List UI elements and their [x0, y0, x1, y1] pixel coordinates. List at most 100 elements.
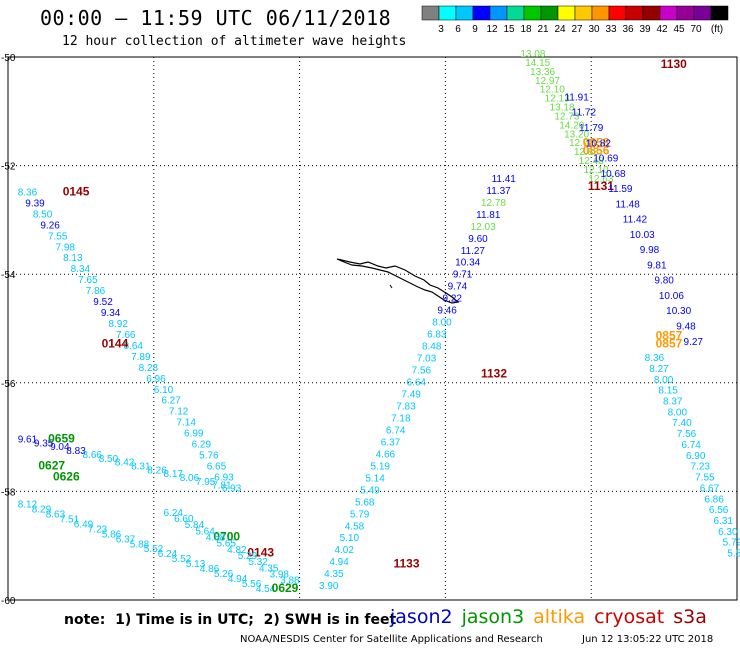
swh-value: 11.41: [492, 174, 517, 185]
swh-value: 6.27: [161, 396, 181, 407]
lon-tick-label: -30: [730, 604, 740, 605]
swh-value: 11.79: [579, 123, 604, 134]
colorbar-label: 39: [639, 24, 651, 35]
swh-value: 7.40: [672, 418, 692, 429]
pass-time-label: 0629: [272, 581, 299, 595]
colorbar-unit: (ft): [711, 24, 723, 35]
swh-value: 8.36: [18, 187, 38, 198]
swh-value: 4.02: [334, 545, 354, 556]
swh-value: 13.36: [530, 67, 555, 78]
note-text: note: 1) Time is in UTC; 2) SWH is in fe…: [64, 612, 397, 628]
swh-value: 8.50: [33, 209, 53, 220]
swh-value: 7.66: [116, 330, 136, 341]
swh-value: 8.12: [18, 500, 38, 511]
swh-value: 4.66: [376, 449, 396, 460]
swh-value: 7.55: [48, 231, 68, 242]
swh-value: 9.74: [448, 282, 468, 293]
swh-value: 6.90: [686, 451, 706, 462]
lat-tick-label: -56: [1, 379, 16, 390]
swh-value: 10.69: [593, 154, 618, 165]
legend-s3a: s3a: [673, 606, 707, 628]
swh-value: 12.03: [471, 222, 496, 233]
swh-value: 5.79: [723, 538, 740, 549]
swh-value: 5.88: [130, 539, 150, 550]
swh-value: 5.14: [365, 473, 385, 484]
pass-time-label: 1132: [481, 366, 507, 380]
swh-value: 8.50: [99, 454, 119, 465]
swh-value: 7.23: [691, 462, 711, 473]
swh-value: 8.28: [139, 363, 159, 374]
swh-value: 8.48: [422, 342, 442, 353]
satellite-legend: jason2 jason3 altika cryosat s3a: [390, 606, 716, 628]
swh-value: 5.86: [102, 529, 122, 540]
island-outline: [336, 258, 460, 304]
swh-value: 5.52: [144, 544, 164, 555]
swh-value: 5.19: [370, 461, 390, 472]
swh-value: 4.82: [227, 545, 247, 556]
swh-value: 12.97: [535, 76, 560, 87]
lat-tick-label: -60: [1, 596, 16, 605]
swh-value: 12.63: [588, 174, 613, 185]
swh-value: 8.00: [432, 318, 452, 329]
swh-value: 7.14: [176, 418, 196, 429]
swh-value: 7.51: [60, 515, 80, 526]
swh-value: 10.30: [666, 306, 691, 317]
swh-value: 7.18: [391, 413, 411, 424]
lat-tick-label: -54: [1, 270, 16, 281]
swh-value: 12.10: [584, 165, 609, 176]
swh-value: 8.15: [658, 386, 678, 397]
swh-value: 9.81: [647, 260, 667, 271]
swh-value: 4.35: [324, 569, 344, 580]
swh-value: 10.68: [601, 169, 626, 180]
swh-value: 8.00: [668, 407, 688, 418]
swh-value: 8.13: [63, 253, 83, 264]
colorbar-label: 42: [656, 24, 668, 35]
swh-value: 3.90: [319, 581, 339, 592]
colorbar-label: 27: [571, 24, 583, 35]
swh-value: 6.67: [700, 483, 720, 494]
swh-value: 6.65: [207, 461, 227, 472]
swh-value: 14.15: [525, 58, 550, 69]
swh-value: 8.63: [46, 510, 66, 521]
swh-value: 6.60: [174, 514, 194, 525]
pass-time-label: 0700: [213, 529, 240, 543]
swh-value: 8.37: [663, 397, 683, 408]
swh-value: 9.60: [468, 234, 488, 245]
swh-colorbar: 3 6 9 12 15 18 21 24 27 30 33 36 39 42 45 70 (ft): [421, 5, 729, 35]
swh-value: 5.10: [340, 533, 360, 544]
colorbar-label: 15: [503, 24, 515, 35]
swh-value: 12.10: [540, 85, 565, 96]
swh-value: 11.27: [461, 246, 486, 257]
swh-value: 5.26: [214, 569, 234, 580]
swh-value: 8.36: [645, 353, 665, 364]
swh-value: 6.99: [184, 429, 204, 440]
swh-value: 4.94: [329, 557, 349, 568]
swh-value: 9.26: [40, 220, 60, 231]
swh-value: 6.24: [158, 549, 178, 560]
swh-value: 4.94: [228, 574, 248, 585]
swh-value: 8.92: [108, 319, 128, 330]
lon-tick-label: -42: [147, 604, 162, 605]
swh-value: 6.96: [146, 374, 166, 385]
altimeter-map: -45 -42 -39 -36 -33 -30 -50 -52 -54 -56 -58 -60 8.36…: [1, 49, 740, 605]
swh-value: 11.59: [608, 184, 633, 195]
colorbar-label: 6: [455, 24, 461, 35]
chart-subtitle: 12 hour collection of altimeter wave hei…: [62, 34, 407, 49]
swh-value: 9.22: [443, 294, 463, 305]
swh-value: 9.71: [453, 270, 473, 281]
swh-value: 4.58: [206, 533, 226, 544]
swh-value: 6.93: [222, 483, 242, 494]
swh-value: 7.12: [169, 407, 189, 418]
pass-time-label: 0627: [38, 459, 65, 473]
swh-value: 5.52: [172, 554, 192, 565]
colorbar-swatch: [710, 5, 729, 21]
pass-time-label: 1130: [661, 57, 687, 71]
pass-time-label: 0626: [53, 470, 80, 484]
swh-value: 8.27: [649, 364, 669, 375]
swh-value: 12.78: [481, 198, 506, 209]
swh-value: 5.65: [217, 539, 237, 550]
swh-value: 11.72: [572, 108, 597, 119]
pass-time-label: 0857: [656, 328, 683, 342]
swh-value: 6.10: [154, 385, 174, 396]
swh-value: 11.91: [564, 92, 589, 103]
